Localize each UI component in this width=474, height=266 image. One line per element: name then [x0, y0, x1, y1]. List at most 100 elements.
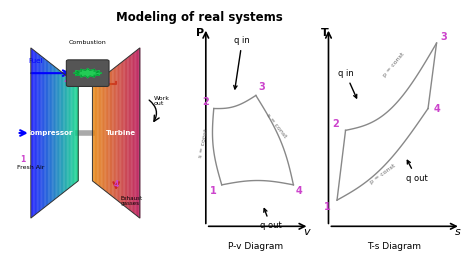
Polygon shape [97, 81, 98, 185]
Polygon shape [100, 78, 101, 188]
Text: s = const: s = const [265, 113, 287, 139]
Text: q in: q in [234, 36, 250, 89]
Polygon shape [95, 82, 96, 184]
Polygon shape [49, 63, 50, 203]
Text: p = const: p = const [369, 163, 396, 185]
FancyBboxPatch shape [66, 60, 109, 86]
Polygon shape [36, 53, 37, 213]
Polygon shape [123, 61, 124, 205]
Polygon shape [35, 51, 36, 215]
Polygon shape [103, 76, 104, 190]
Text: q out: q out [406, 160, 428, 182]
Polygon shape [68, 77, 69, 189]
Text: 1: 1 [210, 186, 217, 196]
Text: T: T [321, 28, 329, 38]
Polygon shape [34, 51, 35, 215]
Polygon shape [77, 84, 78, 182]
Polygon shape [71, 79, 72, 187]
Polygon shape [93, 84, 94, 182]
Text: q in: q in [337, 69, 357, 98]
Polygon shape [69, 78, 70, 188]
Polygon shape [115, 67, 116, 199]
Polygon shape [134, 52, 135, 214]
Polygon shape [124, 59, 125, 207]
Polygon shape [102, 77, 103, 189]
Polygon shape [117, 65, 118, 201]
Polygon shape [136, 50, 137, 216]
Polygon shape [116, 66, 117, 200]
Text: 3: 3 [258, 82, 265, 92]
Polygon shape [114, 68, 115, 198]
Text: T-s Diagram: T-s Diagram [367, 242, 421, 251]
Polygon shape [99, 79, 100, 187]
Polygon shape [53, 66, 54, 201]
Polygon shape [57, 69, 58, 197]
Text: P: P [196, 28, 204, 38]
Polygon shape [48, 62, 49, 204]
Text: Modeling of real systems: Modeling of real systems [116, 11, 283, 24]
Polygon shape [59, 70, 60, 196]
Polygon shape [131, 54, 132, 212]
Polygon shape [40, 55, 41, 211]
Text: P-v Diagram: P-v Diagram [228, 242, 283, 251]
Polygon shape [113, 68, 114, 198]
Polygon shape [73, 81, 74, 185]
Polygon shape [44, 58, 45, 208]
Polygon shape [94, 83, 95, 183]
Polygon shape [75, 83, 76, 183]
Polygon shape [31, 48, 32, 218]
Text: v: v [303, 227, 310, 237]
Polygon shape [42, 57, 43, 209]
Text: 3: 3 [104, 77, 109, 86]
Polygon shape [119, 63, 120, 203]
Polygon shape [96, 82, 97, 184]
Polygon shape [63, 73, 64, 193]
Polygon shape [32, 49, 33, 217]
Polygon shape [33, 49, 34, 217]
Polygon shape [129, 56, 130, 210]
Polygon shape [55, 67, 56, 199]
Polygon shape [54, 66, 55, 200]
Text: 2: 2 [202, 97, 209, 107]
Polygon shape [108, 72, 109, 194]
Polygon shape [66, 76, 67, 190]
Polygon shape [137, 49, 138, 217]
Text: 2: 2 [332, 119, 339, 129]
Text: Combustion: Combustion [69, 40, 107, 45]
Polygon shape [125, 59, 126, 207]
Polygon shape [70, 79, 71, 187]
Polygon shape [73, 69, 102, 78]
Polygon shape [130, 55, 131, 211]
Polygon shape [60, 70, 61, 196]
Polygon shape [38, 54, 39, 212]
Text: 3: 3 [440, 32, 447, 41]
Polygon shape [43, 57, 44, 209]
Polygon shape [104, 76, 105, 190]
Polygon shape [118, 64, 119, 202]
Polygon shape [67, 77, 68, 189]
Polygon shape [126, 58, 127, 208]
Polygon shape [72, 81, 73, 186]
Polygon shape [76, 84, 77, 182]
Polygon shape [41, 56, 42, 210]
Polygon shape [112, 69, 113, 197]
Polygon shape [105, 74, 106, 192]
Polygon shape [52, 64, 53, 202]
Polygon shape [98, 81, 99, 186]
Polygon shape [47, 61, 48, 205]
Text: Turbine: Turbine [106, 130, 136, 136]
Polygon shape [120, 63, 121, 203]
Polygon shape [121, 62, 122, 204]
Polygon shape [62, 72, 63, 194]
Polygon shape [139, 48, 140, 218]
Polygon shape [107, 73, 108, 193]
Text: Fuel: Fuel [28, 58, 43, 64]
Polygon shape [64, 74, 65, 192]
Polygon shape [122, 61, 123, 205]
Text: 4: 4 [296, 186, 302, 196]
Polygon shape [135, 51, 136, 215]
Text: p = const: p = const [382, 52, 406, 78]
Polygon shape [106, 74, 107, 192]
Polygon shape [58, 69, 59, 197]
Text: 1: 1 [324, 202, 330, 212]
